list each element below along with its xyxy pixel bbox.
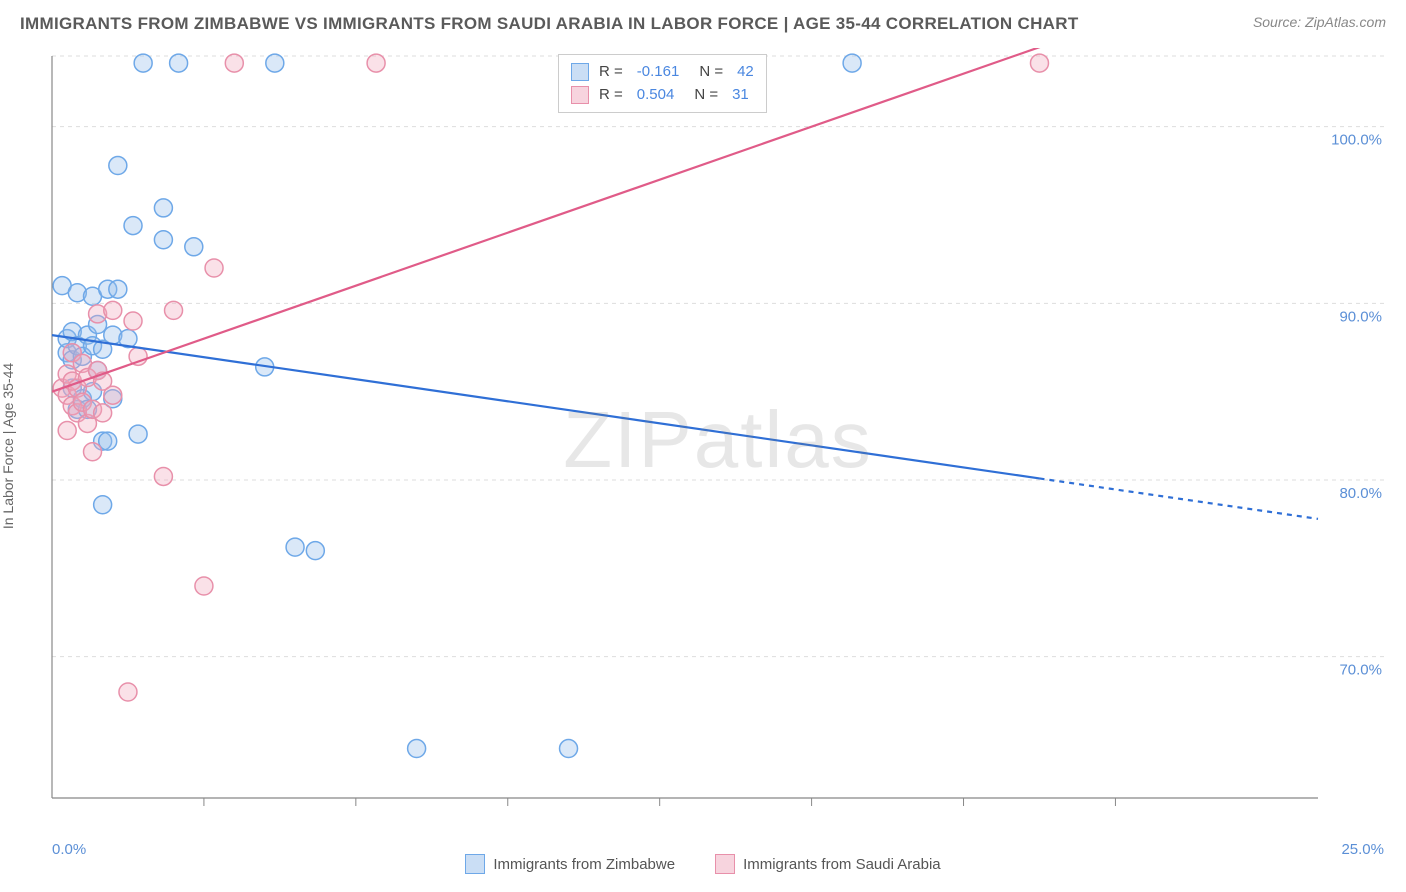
legend-swatch-0 [465, 854, 485, 874]
chart-svg: 70.0% 80.0% 90.0% 100.0% [48, 48, 1388, 818]
source-label: Source: ZipAtlas.com [1253, 14, 1386, 30]
chart-title: IMMIGRANTS FROM ZIMBABWE VS IMMIGRANTS F… [20, 14, 1079, 34]
legend: Immigrants from Zimbabwe Immigrants from… [0, 854, 1406, 874]
legend-label-0: Immigrants from Zimbabwe [493, 856, 675, 873]
svg-text:90.0%: 90.0% [1339, 308, 1382, 325]
stats-row: R =-0.161N =42 [571, 61, 754, 84]
legend-label-1: Immigrants from Saudi Arabia [743, 856, 941, 873]
legend-swatch-1 [715, 854, 735, 874]
stats-box: R =-0.161N =42R =0.504N =31 [558, 54, 767, 113]
title-bar: IMMIGRANTS FROM ZIMBABWE VS IMMIGRANTS F… [0, 0, 1406, 44]
legend-item-0: Immigrants from Zimbabwe [465, 854, 675, 874]
chart-area: 70.0%80.0%90.0%100.0% ZIPatlas R =-0.161… [48, 48, 1388, 832]
stats-row: R =0.504N =31 [571, 84, 754, 107]
y-axis-label: In Labor Force | Age 35-44 [0, 363, 16, 529]
svg-text:100.0%: 100.0% [1331, 132, 1382, 149]
svg-text:70.0%: 70.0% [1339, 662, 1382, 679]
svg-text:80.0%: 80.0% [1339, 485, 1382, 502]
legend-item-1: Immigrants from Saudi Arabia [715, 854, 941, 874]
